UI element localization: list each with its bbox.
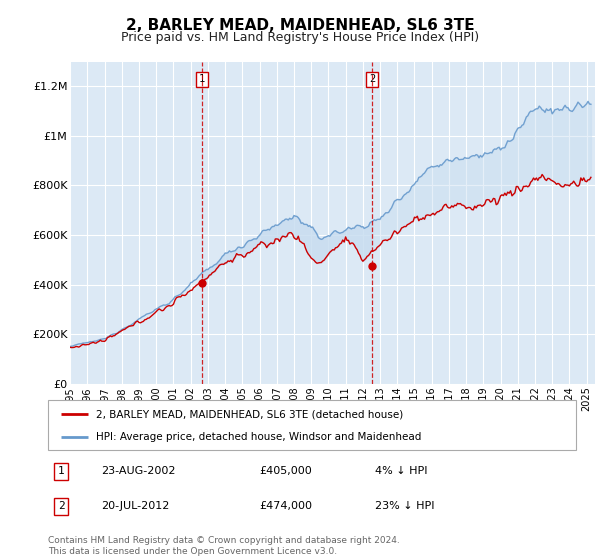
Text: 2: 2 (58, 501, 65, 511)
Text: 1: 1 (58, 466, 65, 477)
Text: 23-AUG-2002: 23-AUG-2002 (101, 466, 175, 477)
Text: 2, BARLEY MEAD, MAIDENHEAD, SL6 3TE: 2, BARLEY MEAD, MAIDENHEAD, SL6 3TE (125, 18, 475, 33)
Text: Contains HM Land Registry data © Crown copyright and database right 2024.
This d: Contains HM Land Registry data © Crown c… (48, 536, 400, 556)
Text: 20-JUL-2012: 20-JUL-2012 (101, 501, 169, 511)
Text: 23% ↓ HPI: 23% ↓ HPI (376, 501, 435, 511)
FancyBboxPatch shape (48, 400, 576, 450)
Text: Price paid vs. HM Land Registry's House Price Index (HPI): Price paid vs. HM Land Registry's House … (121, 31, 479, 44)
Text: 2: 2 (369, 74, 376, 85)
Text: 2, BARLEY MEAD, MAIDENHEAD, SL6 3TE (detached house): 2, BARLEY MEAD, MAIDENHEAD, SL6 3TE (det… (95, 409, 403, 419)
Text: HPI: Average price, detached house, Windsor and Maidenhead: HPI: Average price, detached house, Wind… (95, 432, 421, 442)
Text: 1: 1 (199, 74, 205, 85)
Text: £405,000: £405,000 (259, 466, 312, 477)
Text: £474,000: £474,000 (259, 501, 312, 511)
Text: 4% ↓ HPI: 4% ↓ HPI (376, 466, 428, 477)
